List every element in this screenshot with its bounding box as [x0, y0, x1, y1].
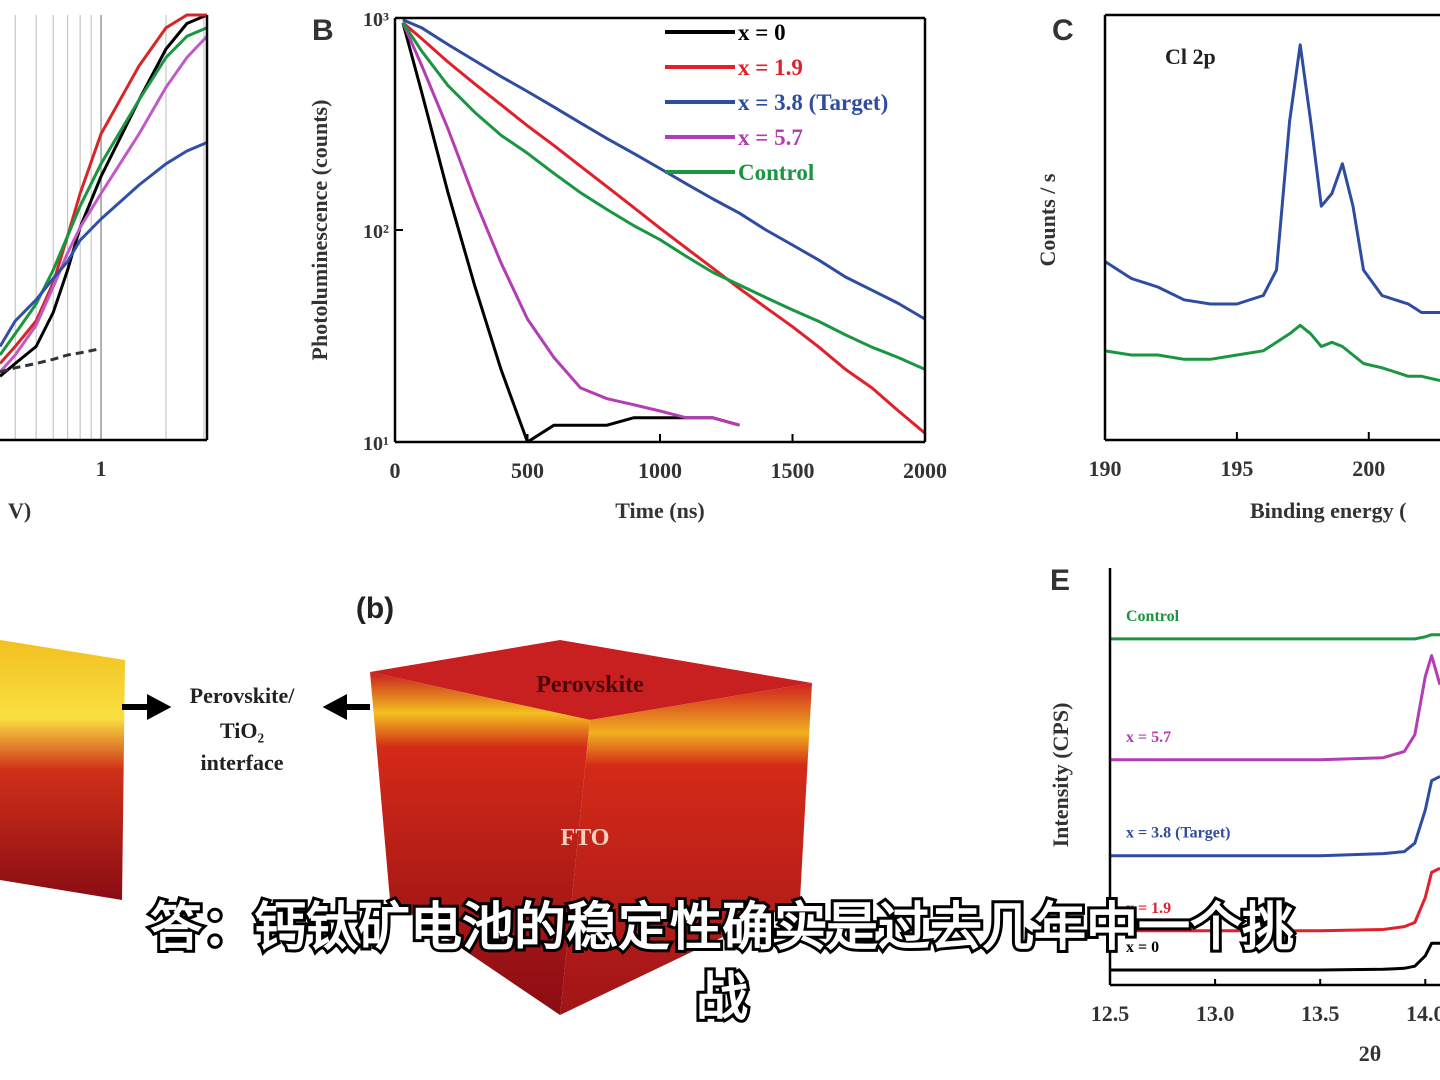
cube-face [370, 672, 590, 1015]
series-label: x = 0 [1126, 939, 1159, 956]
y-axis-label: Counts / s [1035, 173, 1060, 266]
x-tick-label: 200 [1352, 456, 1385, 481]
x-tick-label: 500 [511, 458, 544, 483]
x-tick-label: 14.0 [1406, 1001, 1440, 1026]
y-axis-label: Intensity (CPS) [1048, 703, 1073, 848]
series-line [0, 26, 207, 356]
chart: 0 500 1000 1500 2000 10¹ 10² 10³ x = 0 x = 1.9 x =… [307, 9, 947, 523]
x-axis-label: Binding energy ( [1250, 498, 1406, 523]
legend-label: x = 0 [738, 20, 786, 45]
chart: 1 V) [0, 13, 209, 523]
series-line [1105, 43, 1440, 314]
series-line [401, 22, 740, 427]
x-axis-label: 2θ [1359, 1041, 1381, 1066]
x-tick-label: 195 [1220, 456, 1253, 481]
annotation: Cl 2p [1165, 44, 1216, 69]
panel-label: B [312, 14, 334, 47]
series-label: x = 1.9 [1126, 900, 1171, 917]
x-tick-label: 1500 [771, 458, 815, 483]
series-line [1110, 941, 1440, 972]
x-tick-label: 12.5 [1091, 1001, 1130, 1026]
series-line [1110, 654, 1440, 762]
series-line [1105, 323, 1440, 382]
chart: 190 195 200 C Binding energy ( Counts / s Cl 2… [1035, 13, 1440, 523]
series-line [1110, 633, 1440, 641]
panel-label: C [1052, 14, 1074, 47]
x-tick-label: 2000 [903, 458, 947, 483]
y-axis-label: Photoluminescence (counts) [307, 100, 332, 361]
series-line [402, 18, 925, 321]
cube-label: Perovskite [536, 672, 644, 698]
subtitle-line: 战 [696, 968, 748, 1028]
series-line [0, 13, 207, 365]
legend-label: x = 1.9 [738, 55, 803, 80]
series-label: Control [1126, 608, 1180, 625]
subtitle: 答：钙钛矿电池的稳定性确实是过去几年中一个挑 战 [147, 895, 1297, 1031]
y-tick-label: 10¹ [363, 433, 389, 455]
y-tick-label: 10³ [363, 9, 389, 31]
cube-face [560, 683, 812, 1015]
arrow [322, 694, 370, 720]
legend-label: Control [738, 160, 814, 185]
cube-label: FTO [561, 825, 610, 851]
series-line [401, 21, 925, 435]
cube-left [0, 640, 125, 900]
subtitle-line: 答：钙钛矿电池的稳定性确实是过去几年中一个挑 [150, 898, 1294, 958]
series-line [0, 347, 102, 374]
series-line [0, 141, 207, 348]
charts: 1 V) 0 500 1000 1500 2000 10¹ 10² 10³ x = 0 x = 1.9… [0, 9, 1440, 1066]
legend-label: x = 3.8 (Target) [738, 90, 888, 115]
x-tick-label: 1000 [638, 458, 682, 483]
cube-top [370, 640, 812, 720]
series-line [0, 35, 207, 373]
series-line [1110, 866, 1440, 933]
x-tick-label: 1 [96, 456, 107, 481]
x-tick-label: 190 [1089, 456, 1122, 481]
chart: 12.5 13.0 13.5 14.0 Control x = 5.7 x = 3.8 (T… [1048, 564, 1440, 1066]
series-line [401, 21, 925, 371]
legend-label: x = 5.7 [738, 125, 803, 150]
x-tick-label: 13.0 [1196, 1001, 1235, 1026]
x-tick-label: 0 [390, 458, 401, 483]
series-label: x = 3.8 (Target) [1126, 825, 1231, 842]
series-label: x = 5.7 [1126, 729, 1171, 746]
y-tick-label: 10² [363, 221, 389, 243]
series-line [0, 13, 207, 378]
interface-label: TiO₂ [220, 718, 265, 743]
x-tick-label: 13.5 [1301, 1001, 1340, 1026]
x-axis-label: Time (ns) [615, 498, 704, 523]
panel-label: E [1050, 564, 1070, 597]
interface-label: Perovskite/ [190, 683, 296, 708]
tomography-figure: (b) Perovskite/ TiO₂ interface Perovskit… [0, 592, 812, 1015]
x-axis-label: V) [8, 498, 31, 523]
panel-label: (b) [356, 592, 394, 625]
interface-label: interface [200, 750, 283, 775]
series-line [1110, 775, 1440, 858]
arrow [122, 694, 172, 720]
